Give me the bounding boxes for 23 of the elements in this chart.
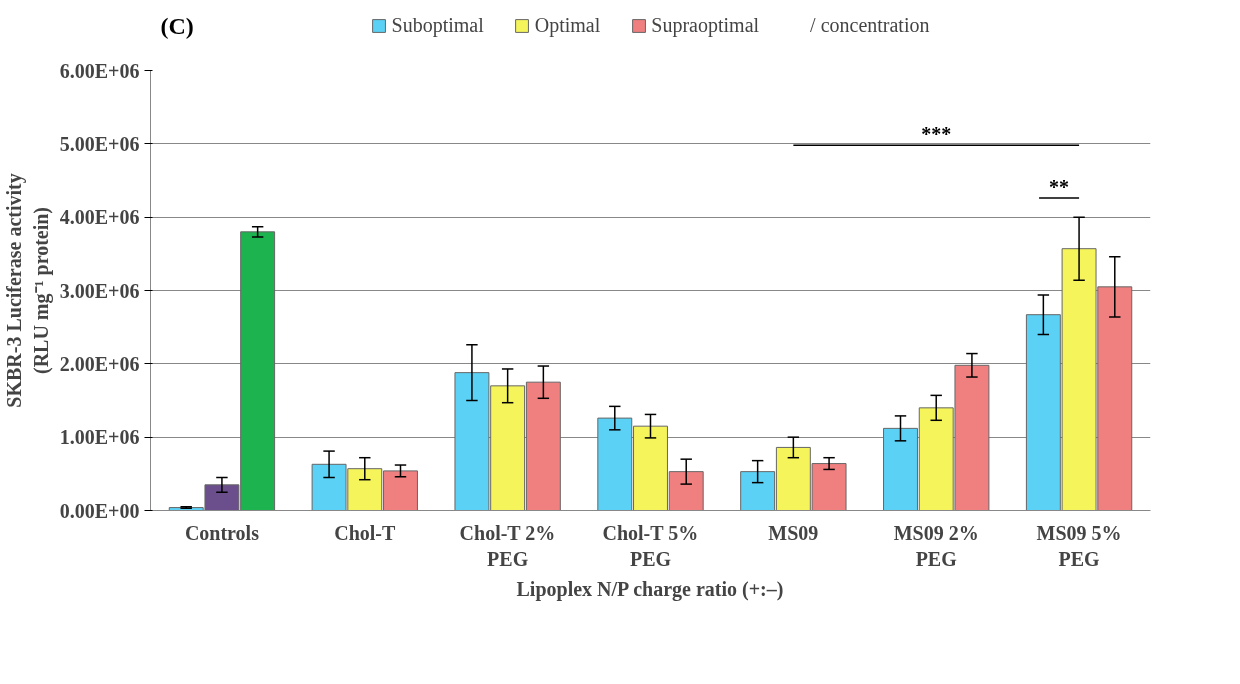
y-tick-label: 1.00E+06: [59, 426, 140, 449]
x-tick-label: Controls: [184, 521, 260, 544]
y-tick-label: 0.00E+00: [59, 499, 140, 522]
annotation: **: [1049, 176, 1070, 199]
y-tick-label: 6.00E+06: [59, 59, 140, 82]
chart-title: (C): [160, 12, 194, 39]
legend-label: Optimal: [534, 13, 601, 37]
y-tick-label: 3.00E+06: [59, 279, 140, 302]
legend-title: / concentration: [810, 13, 930, 37]
x-tick-label: MS09: [768, 521, 819, 544]
x-axis-title: Lipoplex N/P charge ratio (+:–): [516, 577, 784, 601]
y-axis-title: SKBR-3 Luciferase activity (RLU mg⁻¹ protein): [3, 173, 53, 408]
x-tick-label: Chol-T 2% PEG: [459, 521, 556, 570]
x-tick-label: MS09 5% PEG: [1036, 521, 1122, 570]
legend-label: Supraoptimal: [651, 13, 760, 37]
y-tick-label: 5.00E+06: [59, 132, 140, 155]
y-tick-label: 4.00E+06: [59, 206, 140, 229]
y-tick-label: 2.00E+06: [59, 352, 140, 375]
x-tick-label: Chol-T 5% PEG: [602, 521, 699, 570]
legend-label: Suboptimal: [391, 13, 484, 37]
x-tick-label: MS09 2% PEG: [893, 521, 979, 570]
annotation: ***: [921, 123, 952, 146]
x-tick-label: Chol-T: [334, 521, 397, 544]
